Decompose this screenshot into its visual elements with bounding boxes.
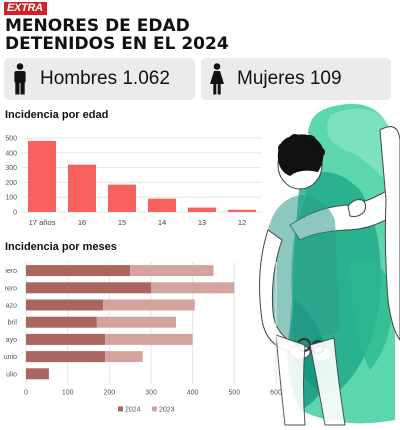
age-y-tick-label: 300	[5, 165, 17, 172]
month-x-tick-label: 0	[24, 389, 28, 396]
month-bar-2024	[26, 333, 106, 345]
month-bar-2023	[151, 282, 235, 294]
men-count: Hombres 1.062	[40, 68, 170, 89]
legend-swatch-2024	[118, 406, 123, 412]
age-y-tick-label: 200	[5, 180, 17, 187]
month-y-tick-label: ayo	[6, 337, 17, 344]
age-bar	[228, 209, 256, 212]
month-bar-2024	[26, 368, 49, 380]
legend-label: 2023	[159, 406, 175, 413]
age-x-tick-label: 16	[78, 218, 86, 227]
logo-text: EXTRA	[7, 2, 43, 14]
month-bar-2023	[103, 299, 195, 311]
headline-line-1: MENORES DE EDAD	[5, 16, 190, 36]
month-bar-2023	[105, 351, 143, 363]
age-x-tick-label: 17 años	[29, 218, 56, 227]
legend-swatch-2023	[152, 406, 157, 412]
age-y-tick-label: 400	[5, 150, 17, 157]
month-y-tick-label: rero	[5, 285, 18, 292]
month-bar-2024	[26, 265, 131, 277]
month-y-tick-label: ulio	[6, 371, 17, 378]
headline-line-2: DETENIDOS EN EL 2024	[5, 34, 229, 54]
month-y-tick-label: azo	[6, 303, 17, 310]
man-icon	[14, 63, 26, 95]
month-x-tick-label: 200	[103, 389, 115, 396]
age-x-tick-label: 14	[158, 218, 166, 227]
month-bar-2023	[105, 333, 193, 345]
women-count: Mujeres 109	[237, 68, 342, 89]
age-bar	[28, 140, 56, 212]
month-y-tick-label: unio	[4, 354, 17, 361]
age-y-tick-label: 100	[5, 195, 17, 202]
age-bar	[188, 207, 216, 212]
month-y-tick-label: iero	[5, 268, 17, 275]
month-bar-2024	[26, 351, 106, 363]
age-x-tick-label: 13	[198, 218, 206, 227]
month-bar-2024	[26, 282, 151, 294]
men-stat-card: Hombres 1.062	[4, 58, 195, 100]
age-y-tick-label: 0	[13, 210, 17, 217]
month-x-tick-label: 500	[228, 389, 240, 396]
month-bar-2024	[26, 316, 97, 328]
brand-logo: EXTRA	[4, 2, 47, 15]
month-chart-title: Incidencia por meses	[5, 241, 117, 253]
age-bar	[148, 198, 176, 212]
age-chart-title: Incidencia por edad	[5, 109, 109, 121]
month-x-tick-label: 300	[145, 389, 157, 396]
women-stat-card: Mujeres 109	[201, 58, 391, 100]
month-x-tick-label: 100	[62, 389, 74, 396]
headline: MENORES DE EDAD DETENIDOS EN EL 2024	[5, 17, 285, 53]
age-x-tick-label: 15	[118, 218, 126, 227]
age-bar	[68, 164, 96, 212]
month-x-tick-label: 400	[187, 389, 199, 396]
age-y-tick-label: 500	[5, 136, 17, 143]
age-bar	[108, 184, 136, 212]
month-x-tick-label: 600	[270, 389, 282, 396]
month-bar-2023	[96, 316, 176, 328]
age-x-tick-label: 12	[238, 218, 246, 227]
legend-label: 2024	[125, 406, 141, 413]
month-bar-2023	[130, 265, 214, 277]
month-stacked-bar-chart: 0 100 200 300 400 500 600 iero rero azo bril ayo uni…	[4, 262, 282, 413]
month-bar-2024	[26, 299, 104, 311]
age-bar-chart: 500 400 300 200 100 0 17 años 16 15 14 13 12	[5, 136, 262, 227]
woman-icon	[210, 63, 224, 95]
month-y-tick-label: bril	[8, 320, 18, 327]
